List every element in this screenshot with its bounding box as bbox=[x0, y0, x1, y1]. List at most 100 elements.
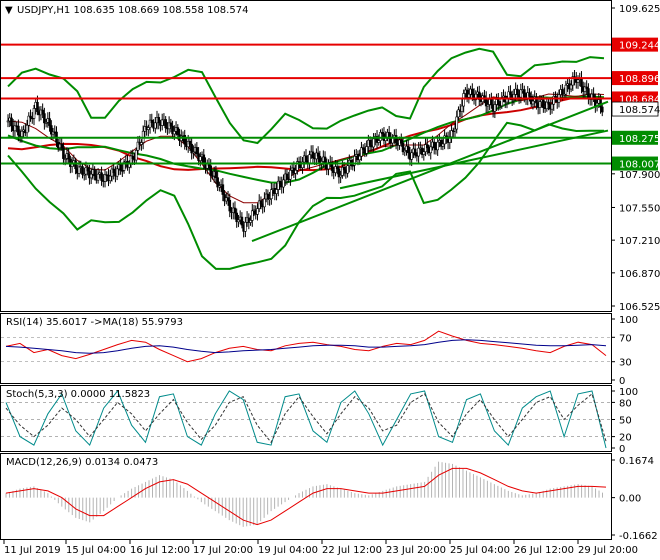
candle-body bbox=[465, 89, 469, 98]
candle-body bbox=[441, 143, 445, 147]
candle-body bbox=[512, 94, 516, 101]
stoch-axis-label: 80 bbox=[619, 398, 632, 409]
level-price-label: 108.896 bbox=[619, 74, 660, 85]
candle-body bbox=[244, 222, 247, 232]
rsi-series-line bbox=[5, 339, 607, 354]
level-price-label: 108.684 bbox=[619, 94, 660, 105]
candle-body bbox=[96, 173, 100, 181]
candle-body bbox=[131, 155, 135, 160]
level-price-label: 108.007 bbox=[619, 160, 660, 171]
candle-body bbox=[552, 96, 556, 105]
candle-body bbox=[493, 104, 497, 112]
macd-axis-label: 0.1674 bbox=[619, 456, 654, 467]
candle-body bbox=[394, 135, 398, 144]
candle-body bbox=[528, 92, 531, 97]
rsi-panel-title: RSI(14) 35.6017 ->MA(18) 55.9793 bbox=[6, 317, 183, 328]
candle-body bbox=[192, 151, 195, 154]
candle-body bbox=[375, 136, 379, 143]
candle-body bbox=[523, 89, 526, 99]
candle-body bbox=[399, 139, 403, 144]
candle-body bbox=[380, 132, 384, 134]
candle-body bbox=[467, 93, 471, 98]
price-plot bbox=[1, 43, 611, 270]
candle-body bbox=[43, 113, 46, 124]
current-price-label: 108.574 bbox=[619, 105, 660, 116]
candle-body bbox=[477, 91, 481, 100]
candle-body bbox=[282, 179, 285, 188]
candle-body bbox=[406, 145, 410, 154]
candle-body bbox=[529, 96, 533, 105]
rsi-axis-label: 70 bbox=[619, 333, 632, 344]
candle-body bbox=[157, 117, 161, 124]
level-price-tag bbox=[612, 71, 658, 86]
candle-body bbox=[216, 177, 219, 188]
candle-body bbox=[275, 189, 278, 194]
candle-body bbox=[436, 141, 439, 151]
macd-plot bbox=[5, 461, 607, 527]
medium-moving-average bbox=[7, 95, 605, 184]
candle-body bbox=[153, 122, 157, 129]
candle-body bbox=[190, 143, 193, 154]
candle-body bbox=[301, 161, 304, 169]
current-price-tag bbox=[611, 101, 659, 117]
candle-body bbox=[77, 166, 81, 174]
candle-body bbox=[535, 96, 538, 104]
candle-body bbox=[353, 155, 356, 166]
candle-body bbox=[270, 189, 273, 199]
candle-body bbox=[103, 174, 107, 182]
time-axis-label: 15 Jul 04:00 bbox=[66, 545, 126, 556]
candle-body bbox=[335, 166, 339, 170]
time-axis-label: 25 Jul 04:00 bbox=[450, 545, 510, 556]
candle-body bbox=[228, 199, 232, 212]
candle-body bbox=[471, 88, 474, 96]
candle-body bbox=[505, 98, 509, 103]
rsi-series-line bbox=[5, 330, 607, 363]
candle-body bbox=[62, 147, 65, 159]
candle-body bbox=[82, 173, 86, 176]
candle-body bbox=[195, 147, 199, 155]
candle-body bbox=[100, 172, 103, 181]
price-axis-label: 107.900 bbox=[619, 170, 660, 181]
candle-body bbox=[474, 93, 478, 101]
candle-body bbox=[6, 120, 10, 123]
time-axis-label: 17 Jul 20:00 bbox=[193, 545, 253, 556]
candle-body bbox=[323, 156, 327, 164]
price-axis-label: 106.870 bbox=[619, 269, 660, 280]
level-price-label: 108.275 bbox=[619, 134, 660, 145]
candle-body bbox=[209, 165, 213, 176]
candle-body bbox=[417, 147, 420, 157]
candle-body bbox=[250, 210, 254, 221]
candle-body bbox=[457, 109, 460, 118]
time-axis-label: 11 Jul 2019 bbox=[4, 545, 61, 556]
candle-body bbox=[361, 147, 365, 150]
candle-body bbox=[108, 175, 112, 182]
collapse-arrow-icon[interactable]: ▼ bbox=[5, 5, 13, 16]
candle-body bbox=[327, 163, 330, 170]
candle-body bbox=[86, 167, 89, 172]
candle-body bbox=[585, 86, 588, 89]
candle-body bbox=[410, 152, 413, 160]
candle-body bbox=[583, 86, 587, 92]
time-axis-label: 19 Jul 04:00 bbox=[258, 545, 318, 556]
stoch-series-line bbox=[5, 393, 607, 444]
candle-body bbox=[237, 219, 240, 223]
candle-body bbox=[17, 125, 20, 136]
candle-body bbox=[173, 131, 176, 135]
candle-body bbox=[25, 124, 29, 134]
rsi-axis-label: 100 bbox=[619, 315, 638, 326]
candle-body bbox=[542, 99, 545, 108]
candle-body bbox=[600, 106, 604, 113]
candle-body bbox=[199, 156, 202, 161]
candle-body bbox=[136, 141, 140, 151]
candle-body bbox=[576, 79, 580, 83]
time-axis-label: 22 Jul 12:00 bbox=[322, 545, 382, 556]
bollinger-upper-band bbox=[7, 47, 605, 145]
candle-body bbox=[337, 168, 341, 178]
candle-body bbox=[119, 164, 122, 171]
candle-body bbox=[74, 160, 77, 170]
candle-body bbox=[462, 93, 465, 107]
bollinger-lower-band bbox=[7, 121, 604, 270]
candle-body bbox=[547, 101, 550, 105]
